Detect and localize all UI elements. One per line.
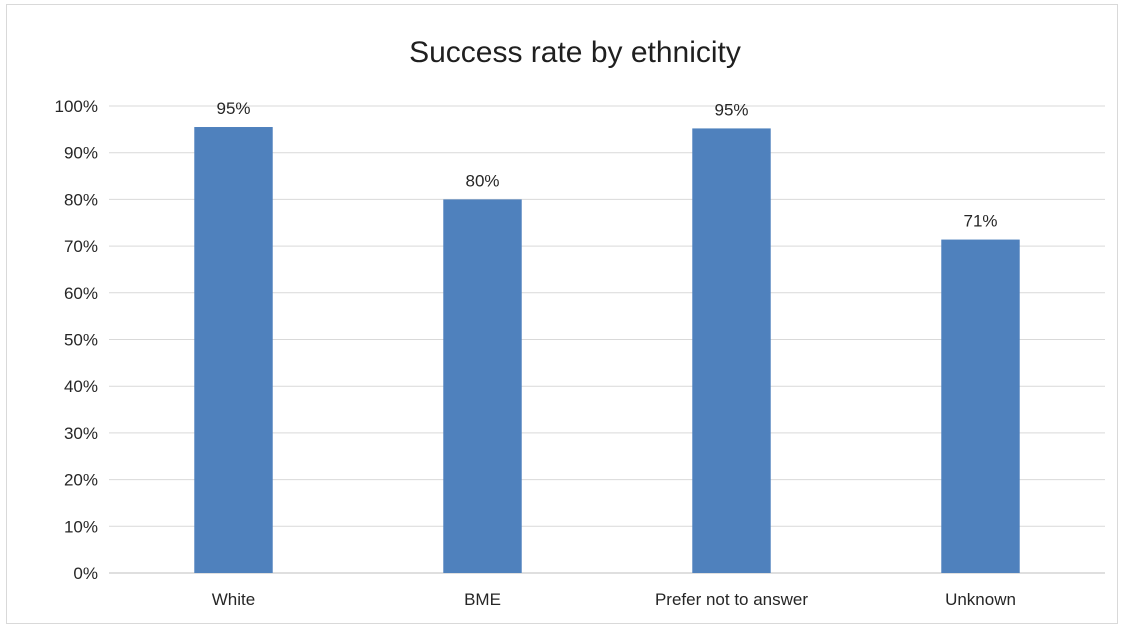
data-label: 95% — [216, 99, 250, 118]
x-tick-label: BME — [464, 590, 501, 609]
x-axis-tick-labels: White BME Prefer not to answer Unknown — [212, 590, 1016, 609]
y-axis-tick-labels: 0% 10% 20% 30% 40% 50% 60% 70% 80% 90% 100% — [55, 97, 98, 583]
bar — [194, 127, 273, 573]
data-label: 95% — [714, 100, 748, 119]
bar — [443, 199, 522, 573]
x-tick-label: Unknown — [945, 590, 1016, 609]
y-tick-label: 30% — [64, 424, 98, 443]
data-labels: 95% 80% 95% 71% — [216, 99, 997, 231]
y-tick-label: 40% — [64, 377, 98, 396]
x-tick-label: Prefer not to answer — [655, 590, 808, 609]
y-tick-label: 10% — [64, 517, 98, 536]
bar — [941, 239, 1020, 573]
data-label: 71% — [963, 212, 997, 231]
y-tick-label: 90% — [64, 144, 98, 163]
y-tick-label: 100% — [55, 97, 98, 116]
bar — [692, 128, 771, 573]
y-tick-label: 20% — [64, 471, 98, 490]
y-tick-label: 60% — [64, 284, 98, 303]
y-tick-label: 50% — [64, 331, 98, 350]
chart-title: Success rate by ethnicity — [409, 36, 741, 69]
y-tick-label: 70% — [64, 237, 98, 256]
y-tick-label: 0% — [73, 564, 98, 583]
gridlines — [109, 105, 1105, 574]
data-label: 80% — [465, 171, 499, 190]
x-tick-label: White — [212, 590, 255, 609]
bars — [194, 127, 1020, 573]
chart-frame — [6, 4, 1118, 624]
y-tick-label: 80% — [64, 190, 98, 209]
